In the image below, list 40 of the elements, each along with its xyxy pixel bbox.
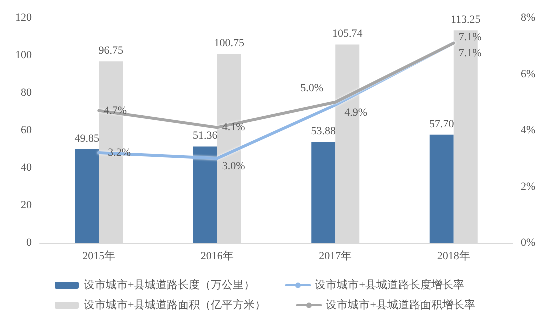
y2-tick-label: 8%: [521, 12, 536, 24]
y-tick-label: 60: [21, 124, 32, 136]
x-tick-label: 2018年: [437, 250, 470, 262]
data-label: 49.85: [74, 133, 100, 146]
data-label: 4.7%: [104, 104, 128, 117]
y-tick-label: 120: [16, 12, 32, 24]
data-label: 53.88: [311, 125, 336, 138]
legend-label: 设市城市+县城道路长度增长率: [315, 278, 464, 292]
legend-label: 设市城市+县城道路面积增长率: [326, 298, 476, 312]
data-label: 7.1%: [458, 47, 482, 60]
y2-tick-label: 4%: [521, 124, 536, 136]
data-label: 5.0%: [300, 82, 324, 94]
data-label: 4.9%: [344, 107, 368, 120]
x-tick-label: 2017年: [319, 250, 352, 262]
y2-tick-label: 0%: [521, 237, 536, 249]
data-label: 113.25: [450, 14, 482, 26]
y2-tick-label: 6%: [521, 68, 536, 80]
data-label: 105.74: [332, 28, 364, 40]
bar: [75, 150, 100, 243]
bar: [312, 142, 336, 243]
y-tick-label: 40: [21, 162, 32, 174]
data-label: 57.70: [430, 118, 455, 130]
y-tick-label: 100: [16, 50, 32, 62]
data-label: 3.2%: [108, 147, 132, 159]
data-label: 51.36: [193, 130, 218, 142]
y-tick-label: 80: [21, 87, 32, 99]
y-tick-label: 20: [21, 200, 32, 212]
bar: [430, 134, 454, 243]
data-label: 96.75: [98, 45, 124, 58]
data-label: 7.1%: [458, 31, 482, 44]
legend-label: 设市城市+县城道路长度（万公里）: [84, 278, 256, 292]
y2-tick-label: 2%: [521, 180, 536, 193]
bar: [193, 146, 218, 243]
x-tick-label: 2015年: [82, 250, 116, 262]
data-label: 100.75: [214, 38, 245, 50]
legend-label: 设市城市+县城道路面积（亿平方米）: [84, 298, 266, 312]
x-tick-label: 2016年: [200, 250, 234, 262]
y-tick-label: 0: [26, 237, 32, 249]
data-label: 3.0%: [222, 160, 246, 173]
data-label: 4.1%: [222, 122, 246, 134]
